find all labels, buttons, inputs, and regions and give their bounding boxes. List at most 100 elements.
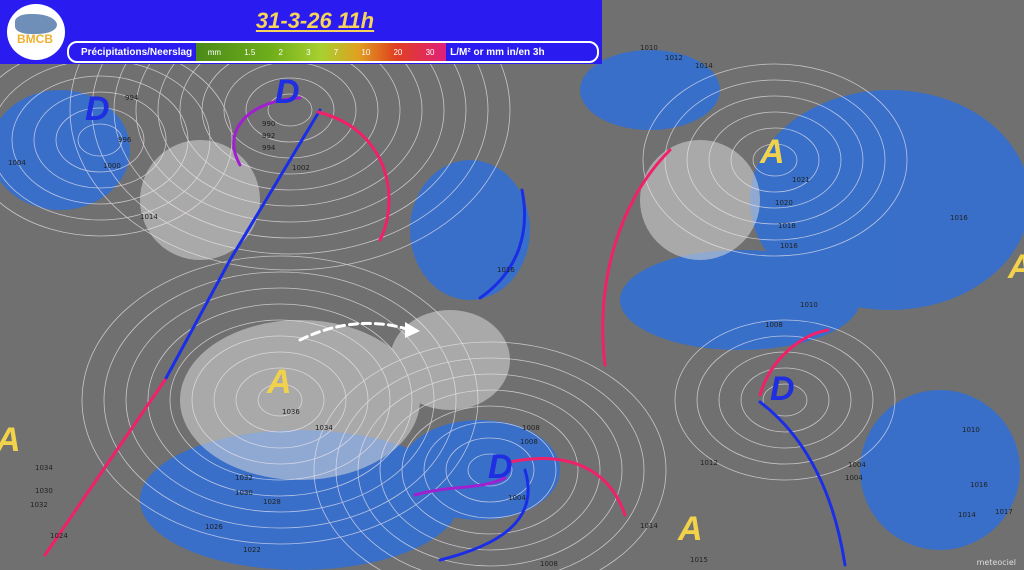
isobar bbox=[674, 319, 896, 481]
pressure-label: 1008 bbox=[520, 438, 538, 446]
legend-scale: mm 1.5 2 3 7 10 20 30 bbox=[196, 43, 447, 61]
isobar bbox=[335, 357, 645, 570]
pressure-label: 1014 bbox=[695, 62, 713, 70]
cold-front bbox=[438, 468, 530, 562]
movement-arrow bbox=[298, 322, 412, 342]
pressure-label: 996 bbox=[118, 136, 132, 144]
low-pressure-marker: D bbox=[275, 73, 300, 111]
isobar bbox=[740, 367, 830, 433]
cloud-precip-areas bbox=[0, 50, 1024, 570]
legend-unit: L/M² or mm in/en 3h bbox=[450, 46, 545, 58]
pressure-label: 990 bbox=[262, 120, 275, 128]
arrow-head bbox=[405, 322, 420, 338]
pressure-label: 1010 bbox=[962, 426, 980, 434]
pressure-label: 1017 bbox=[995, 508, 1013, 516]
pressure-labels: 994 996 1000 1004 1014 990 992 994 1002 1010 1012 1… bbox=[8, 44, 1013, 568]
scale-tick: 3 bbox=[306, 47, 311, 57]
pressure-label: 1015 bbox=[690, 556, 708, 564]
pressure-label: 1012 bbox=[700, 459, 718, 467]
map-title: 31-3-26 11h bbox=[255, 8, 375, 33]
scale-tick: 30 bbox=[425, 47, 435, 57]
isobar bbox=[379, 389, 601, 551]
credit: meteociel bbox=[976, 558, 1016, 567]
isobar bbox=[752, 143, 798, 177]
occluded-front bbox=[413, 476, 507, 497]
low-pressure-marker: D bbox=[770, 370, 795, 408]
pressure-label: 1008 bbox=[522, 424, 540, 432]
pressure-label: 1021 bbox=[792, 176, 810, 184]
scale-tick: mm bbox=[207, 47, 222, 57]
isobar bbox=[55, 107, 145, 173]
isobar bbox=[762, 383, 808, 417]
pressure-label: 1008 bbox=[765, 321, 783, 329]
precip-legend: Précipitations/Neerslag mm 1.5 2 3 7 10 … bbox=[67, 41, 599, 63]
pressure-label: 1030 bbox=[235, 489, 253, 497]
pressure-label: 1034 bbox=[315, 424, 333, 432]
pressure-label: 992 bbox=[262, 132, 275, 140]
occluded-front bbox=[232, 96, 302, 167]
high-pressure-marker: A bbox=[0, 423, 21, 457]
pressure-label: 1032 bbox=[235, 474, 253, 482]
warm-front bbox=[43, 378, 167, 557]
isobar bbox=[147, 303, 413, 497]
pressure-label: 994 bbox=[125, 94, 139, 102]
pressure-label: 1028 bbox=[263, 498, 281, 506]
isobar bbox=[103, 271, 457, 529]
low-pressure-marker: D bbox=[85, 90, 110, 128]
isobar bbox=[125, 287, 435, 513]
isobar bbox=[708, 111, 842, 209]
warm-front bbox=[508, 457, 627, 517]
pressure-label: 1004 bbox=[845, 474, 863, 482]
pressure-label: 1002 bbox=[292, 164, 310, 172]
pressure-label: 1018 bbox=[778, 222, 796, 230]
scale-tick: 20 bbox=[393, 47, 403, 57]
isobar bbox=[267, 93, 313, 127]
high-pressure-marker: A bbox=[267, 363, 292, 401]
isobar bbox=[467, 453, 513, 487]
pressure-label: 1016 bbox=[780, 242, 798, 250]
isobar bbox=[69, 0, 511, 271]
isobar bbox=[401, 405, 579, 535]
warm-front bbox=[601, 148, 672, 367]
scale-tick: 10 bbox=[361, 47, 371, 57]
pressure-label: 1014 bbox=[958, 511, 976, 519]
pressure-label: 1024 bbox=[50, 532, 68, 540]
scale-tick: 1.5 bbox=[244, 47, 256, 57]
pressure-label: 994 bbox=[262, 144, 276, 152]
pressure-label: 1026 bbox=[205, 523, 223, 531]
isobar bbox=[696, 335, 874, 465]
pressure-label: 1020 bbox=[775, 199, 793, 207]
isobar bbox=[191, 335, 369, 465]
isobar bbox=[33, 91, 167, 189]
isobar bbox=[113, 0, 467, 239]
isobar bbox=[91, 0, 489, 255]
scale-tick: 7 bbox=[333, 47, 339, 57]
isobar bbox=[257, 383, 303, 417]
high-pressure-marker: A bbox=[760, 133, 785, 171]
legend-label: Précipitations/Neerslag bbox=[81, 46, 193, 58]
pressure-label: 1004 bbox=[848, 461, 866, 469]
pressure-label: 1036 bbox=[282, 408, 300, 416]
pressure-label: 1010 bbox=[640, 44, 658, 52]
cold-front bbox=[478, 188, 526, 300]
cold-front bbox=[163, 108, 322, 382]
isobar bbox=[423, 421, 557, 519]
isobar bbox=[357, 373, 623, 567]
isobar bbox=[135, 0, 445, 223]
bmcb-logo: BMCB bbox=[7, 4, 65, 60]
warm-front bbox=[316, 110, 391, 242]
pressure-label: 1012 bbox=[665, 54, 683, 62]
header-banner: BMCB 31-3-26 11h Précipitations/Neerslag… bbox=[0, 0, 602, 64]
scale-tick: 2 bbox=[278, 47, 283, 57]
pressure-label: 1004 bbox=[8, 159, 26, 167]
fronts bbox=[43, 96, 847, 567]
isobar bbox=[235, 367, 325, 433]
cold-front bbox=[758, 400, 847, 567]
pressure-label: 1030 bbox=[35, 487, 53, 495]
isobar bbox=[213, 351, 347, 449]
pressure-label: 1000 bbox=[103, 162, 121, 170]
pressure-label: 1022 bbox=[243, 546, 261, 554]
pressure-label: 1014 bbox=[140, 213, 158, 221]
pressure-label: 1032 bbox=[30, 501, 48, 509]
